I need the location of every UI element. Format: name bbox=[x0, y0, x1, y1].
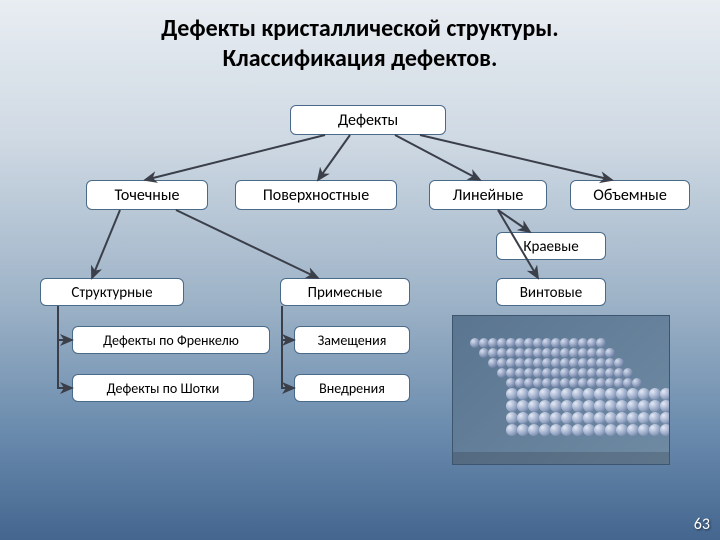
node-surf: Поверхностные bbox=[235, 180, 397, 210]
node-inter: Внедрения bbox=[294, 374, 410, 402]
node-shott: Дефекты по Шотки bbox=[72, 374, 254, 402]
node-vol: Объемные bbox=[570, 180, 690, 210]
node-screw: Винтовые bbox=[496, 278, 606, 306]
node-struct: Структурные bbox=[40, 278, 184, 306]
node-subst: Замещения bbox=[294, 326, 410, 354]
page-title: Дефекты кристаллической структуры. Класс… bbox=[0, 0, 720, 74]
node-line: Линейные bbox=[429, 180, 547, 210]
node-root: Дефекты bbox=[290, 105, 446, 135]
page-number: 63 bbox=[694, 515, 710, 534]
title-line2: Классификация дефектов. bbox=[0, 44, 720, 74]
node-impur: Примесные bbox=[280, 278, 410, 306]
node-frenk: Дефекты по Френкелю bbox=[72, 326, 270, 354]
node-point: Точечные bbox=[86, 180, 208, 210]
crystal-lattice-illustration bbox=[452, 315, 670, 465]
node-edge: Краевые bbox=[496, 232, 606, 260]
title-line1: Дефекты кристаллической структуры. bbox=[0, 14, 720, 44]
